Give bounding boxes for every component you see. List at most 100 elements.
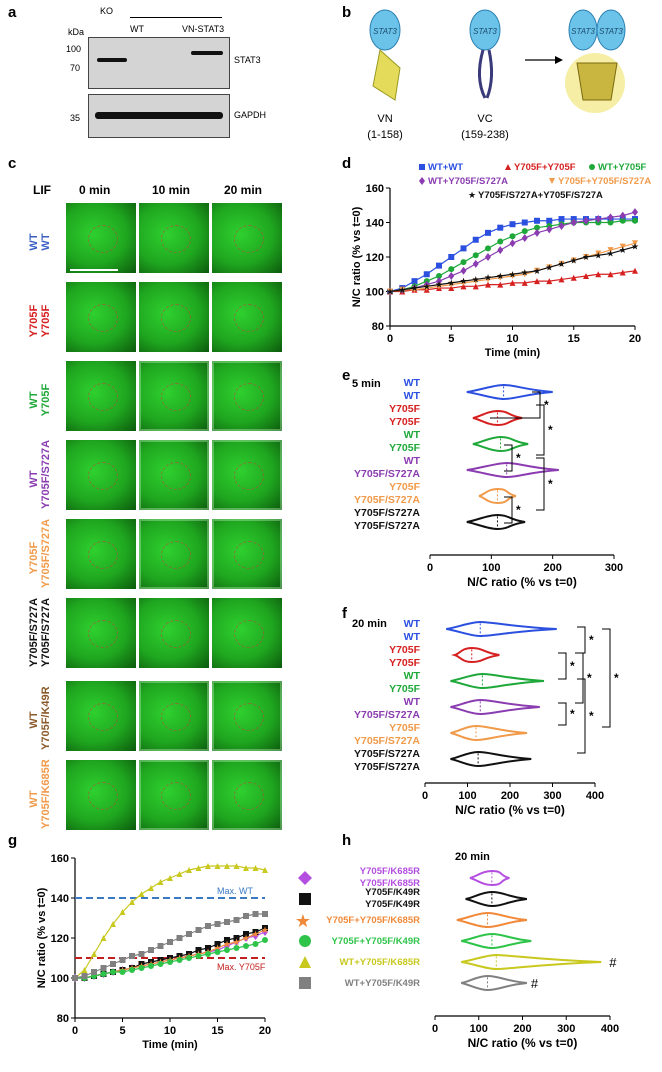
- y-tick-label: 100: [51, 973, 69, 985]
- micrograph-r1-t0: [66, 282, 136, 352]
- violin-shape: [450, 750, 532, 768]
- data-point: [546, 225, 553, 234]
- legend-label: WT+Y705F/S727A: [428, 176, 508, 187]
- x-tick-label: 5: [119, 1025, 125, 1037]
- data-point: [411, 278, 418, 285]
- lane-vn-stat3-label: VN-STAT3: [182, 24, 225, 34]
- group-label-4: WT+Y705F/K685R: [339, 957, 420, 968]
- data-point: [148, 947, 154, 953]
- data-point: [186, 867, 192, 873]
- data-point: ★: [223, 939, 231, 949]
- x-tick-label: 200: [513, 1023, 531, 1035]
- data-point: [243, 913, 249, 919]
- data-point: [176, 957, 183, 963]
- row-label-top: WT: [28, 790, 40, 808]
- data-point: [148, 959, 154, 965]
- x-axis-title: Time (min): [485, 347, 541, 359]
- data-point: [509, 239, 516, 248]
- time-head-0: 0 min: [79, 183, 111, 197]
- data-point: [472, 252, 479, 259]
- bracket-2-sig: *: [570, 659, 575, 673]
- violin-shape: [461, 932, 532, 950]
- data-point: [176, 935, 183, 941]
- row-label-top: Y705F/S727A: [28, 597, 40, 667]
- data-point: [485, 253, 491, 261]
- violin-4: [478, 487, 517, 505]
- violin-2: [472, 435, 529, 453]
- violin-3: [450, 698, 540, 716]
- data-point: ★: [496, 271, 504, 281]
- data-point: [100, 935, 107, 941]
- violin-shape: [466, 383, 553, 401]
- panel-label-e: e: [342, 367, 351, 384]
- data-point: [521, 219, 528, 226]
- nucleus-outline: [161, 703, 191, 731]
- data-point: ★: [213, 943, 221, 953]
- lane-wt-label: WT: [130, 24, 144, 34]
- complemented-complex: STAT3 STAT3: [565, 9, 626, 113]
- data-point: [119, 969, 126, 975]
- data-point: [243, 931, 249, 937]
- row-label-top: WT: [28, 391, 40, 409]
- data-point: ★: [508, 269, 516, 279]
- data-point: [558, 276, 565, 283]
- data-point: [186, 931, 192, 937]
- micrograph-r1-t2: [212, 282, 282, 352]
- data-point: [214, 941, 221, 947]
- violin-shape: [450, 672, 545, 690]
- data-point: [100, 965, 107, 971]
- group-label-0-top: WT: [404, 377, 421, 389]
- x-tick-label: 100: [458, 790, 476, 802]
- data-point: ★: [472, 274, 480, 284]
- data-point: [448, 266, 455, 273]
- data-point: ★: [398, 285, 406, 295]
- data-point: [119, 909, 126, 915]
- micrograph-r3-t0: [66, 440, 136, 510]
- violin-3: [461, 932, 532, 950]
- data-point: [233, 945, 240, 951]
- nucleus-outline: [161, 383, 191, 411]
- series-line: [389, 246, 636, 293]
- micrograph-r7-t2: [212, 760, 282, 830]
- data-point: [205, 863, 211, 869]
- data-point: [252, 929, 259, 935]
- data-point: [607, 247, 614, 254]
- data-point: [423, 280, 430, 289]
- group-label-3-top: WT: [404, 455, 421, 467]
- data-point: [534, 217, 540, 224]
- time-head-10: 10 min: [152, 183, 191, 197]
- data-point: [91, 969, 97, 975]
- panel-label-g: g: [8, 832, 18, 849]
- data-point: [195, 947, 202, 953]
- data-point: ★: [386, 287, 394, 297]
- nucleus-outline: [234, 304, 264, 332]
- violin-2: [456, 911, 527, 929]
- data-point: [233, 935, 240, 941]
- complex-stat3-right: STAT3: [599, 27, 623, 36]
- data-point: [195, 927, 202, 933]
- group-label-4-top: Y705F: [389, 481, 421, 493]
- violin-0: [469, 869, 510, 887]
- data-point: [129, 899, 135, 905]
- bracket-2: [558, 652, 567, 680]
- vn-stat3-text: STAT3: [373, 27, 397, 36]
- bracket-6: [602, 628, 611, 728]
- legend-marker: [589, 164, 595, 170]
- panel-label-d: d: [342, 155, 352, 172]
- data-point: [448, 271, 455, 280]
- chart-e-title: 5 min: [352, 378, 381, 390]
- violin-shape: [461, 974, 527, 992]
- series-4: [72, 863, 268, 981]
- data-point: [186, 951, 192, 957]
- bracket-1-sig: *: [589, 633, 594, 647]
- nucleus-outline: [88, 620, 118, 648]
- bracket-4-sig: *: [587, 671, 592, 685]
- group-label-1-top: Y705F/K49R: [365, 887, 420, 898]
- row-label-bottom: Y705F: [40, 304, 52, 338]
- data-point: [148, 885, 154, 891]
- row-label-bottom: Y705F/S727A: [40, 597, 52, 667]
- row-label-7: WT Y705F/K685R: [28, 759, 52, 829]
- legend-marker-2: ★: [295, 911, 311, 931]
- legend-label: Y705F/S727A+Y705F/S727A: [478, 190, 603, 201]
- data-point: [534, 228, 540, 237]
